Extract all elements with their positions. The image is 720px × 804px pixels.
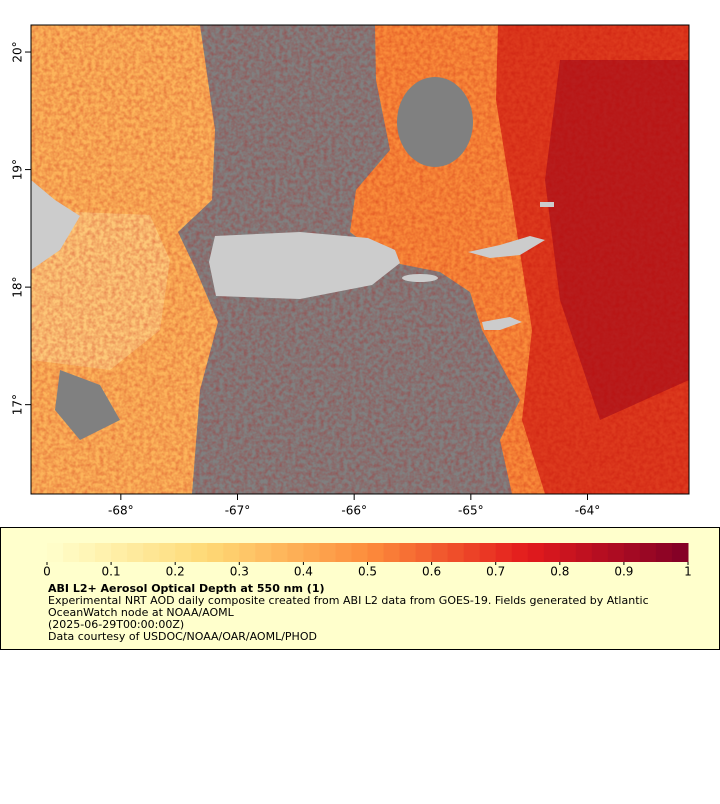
colorbar: 0 0.1 0.2 0.3 0.4 0.5 0.6 0.7 0.8 0.9 1 <box>43 543 692 579</box>
colorbar-step <box>559 543 577 562</box>
axes: -68° -67° -66° -65° -64° 17° 18° 19° 20° <box>11 41 601 517</box>
colorbar-tick-label: 0.2 <box>166 565 185 579</box>
colorbar-step <box>319 543 336 562</box>
map-frame <box>30 24 690 495</box>
x-tick-label: -67° <box>225 504 251 518</box>
colorbar-step <box>303 543 320 562</box>
x-tick-label: -64° <box>575 504 601 518</box>
colorbar-step <box>367 543 385 562</box>
colorbar-step <box>447 543 465 562</box>
colorbar-step <box>271 543 288 562</box>
colorbar-tick-label: 0.8 <box>550 565 569 579</box>
colorbar-step <box>95 543 112 562</box>
colorbar-step <box>79 543 96 562</box>
map-raster <box>31 25 689 494</box>
colorbar-step <box>143 543 160 562</box>
colorbar-tick-label: 0.3 <box>230 565 249 579</box>
colorbar-tick-label: 0 <box>43 565 51 579</box>
y-tick-label: 19° <box>11 159 25 180</box>
colorbar-step <box>511 543 529 562</box>
x-tick-label: -65° <box>458 504 484 518</box>
colorbar-step <box>159 543 176 562</box>
colorbar-step <box>575 543 593 562</box>
colorbar-tick-label: 1 <box>684 565 692 579</box>
colorbar-step <box>239 543 256 562</box>
y-tick-label: 17° <box>11 394 25 415</box>
colorbar-step <box>351 543 368 562</box>
no-data-hole <box>397 77 473 167</box>
x-tick-label: -68° <box>108 504 134 518</box>
colorbar-tick-label: 0.7 <box>486 565 505 579</box>
colorbar-step <box>527 543 545 562</box>
y-tick-label: 20° <box>11 41 25 62</box>
colorbar-step <box>623 543 641 562</box>
colorbar-tick-label: 0.4 <box>294 565 313 579</box>
colorbar-step <box>591 543 609 562</box>
colorbar-step <box>207 543 224 562</box>
colorbar-step <box>607 543 625 562</box>
colorbar-step <box>399 543 417 562</box>
colorbar-step <box>255 543 272 562</box>
colorbar-step <box>335 543 352 562</box>
colorbar-step <box>191 543 208 562</box>
colorbar-step <box>655 543 673 562</box>
colorbar-step <box>415 543 433 562</box>
colorbar-step <box>383 543 401 562</box>
colorbar-step <box>111 543 128 562</box>
x-tick-label: -66° <box>341 504 367 518</box>
colorbar-step <box>543 543 561 562</box>
colorbar-step <box>671 543 689 562</box>
legend-title: ABI L2+ Aerosol Optical Depth at 550 nm … <box>48 582 325 595</box>
legend-line: (2025-06-29T00:00:00Z) <box>48 618 184 631</box>
st-croix <box>482 317 522 330</box>
y-tick-label: 18° <box>11 276 25 297</box>
colorbar-tick-label: 0.6 <box>422 565 441 579</box>
legend-line: Data courtesy of USDOC/NOAA/OAR/AOML/PHO… <box>48 630 317 643</box>
colorbar-step <box>287 543 304 562</box>
colorbar-step <box>47 543 64 562</box>
hispaniola <box>31 180 80 270</box>
colorbar-step <box>639 543 657 562</box>
colorbar-step <box>431 543 449 562</box>
colorbar-step <box>175 543 192 562</box>
legend-line: OceanWatch node at NOAA/AOML <box>48 606 235 619</box>
legend-line: Experimental NRT AOD daily composite cre… <box>48 594 649 607</box>
colorbar-tick-label: 0.1 <box>102 565 121 579</box>
colorbar-step <box>63 543 80 562</box>
anegada <box>540 202 554 207</box>
virgin-islands <box>468 236 545 258</box>
colorbar-tick-label: 0.9 <box>614 565 633 579</box>
colorbar-step <box>495 543 513 562</box>
colorbar-tick-label: 0.5 <box>358 565 377 579</box>
vieques <box>402 274 438 282</box>
colorbar-step <box>223 543 240 562</box>
colorbar-step <box>479 543 497 562</box>
colorbar-step <box>463 543 481 562</box>
colorbar-step <box>127 543 144 562</box>
puerto-rico <box>209 232 400 299</box>
gap-south <box>55 370 120 440</box>
